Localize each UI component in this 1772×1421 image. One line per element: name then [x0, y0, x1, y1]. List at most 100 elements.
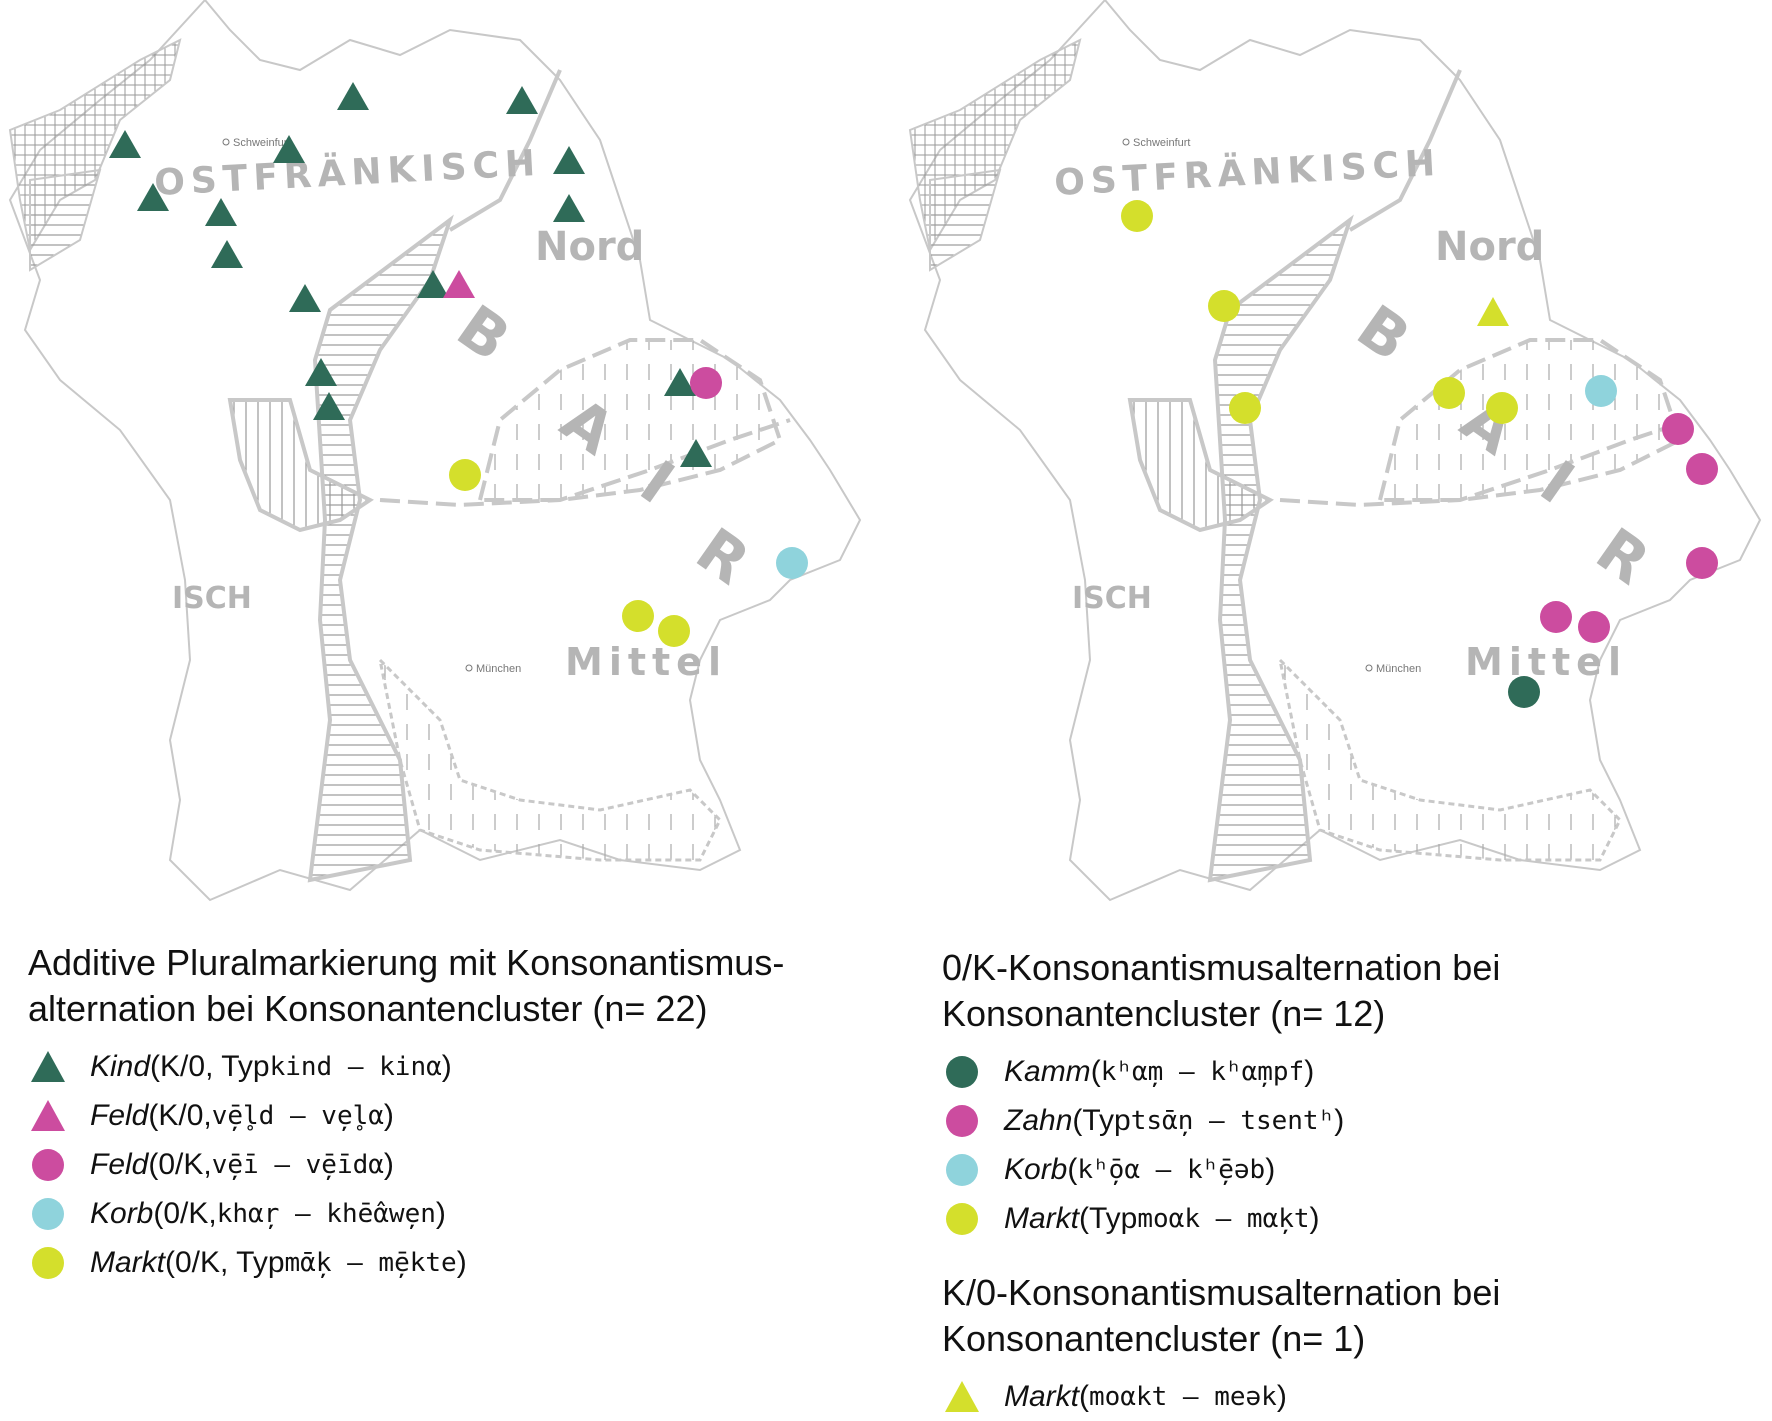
legend-note: ): [456, 1245, 467, 1279]
legend-note: ): [1334, 1103, 1345, 1137]
symbol-markt-circle: [1121, 200, 1153, 232]
label-nord: Nord: [535, 224, 644, 270]
horizontal-hatched-area-west: [929, 168, 1002, 272]
legend-note: (: [1090, 1054, 1101, 1088]
legend-left: Additive Pluralmarkierung mit Konsonanti…: [28, 940, 888, 1287]
legend-note: ): [383, 1098, 394, 1132]
legend-phonetic: kʰō̦α – kʰē̦əb: [1077, 1154, 1266, 1185]
symbol-markt-triangle: [1477, 297, 1509, 326]
legend-item: Feld (0/K, vē̦ī – vē̦īdα): [28, 1140, 888, 1189]
legend-circle-light-blue-icon: [946, 1153, 978, 1186]
legend-circle-dark-green-icon: [946, 1055, 978, 1088]
symbol-kind-triangle: [289, 284, 321, 312]
legend-right-secondary: K/0-Konsonantismusalternation bei Konson…: [942, 1270, 1762, 1421]
legend-word: Kind: [90, 1049, 151, 1083]
legend-triangle-yellow-icon: [945, 1380, 979, 1412]
legend-note: ): [1276, 1379, 1287, 1413]
dashed-border-east: [1279, 418, 1691, 508]
label-mittel: Mittel: [565, 640, 727, 684]
map-right-svg: OSTFRÄNKISCH Nord B A I R Mittel ISCH Sc…: [908, 0, 1762, 902]
label-schwaebisch-fragment: ISCH: [1072, 581, 1152, 616]
legend-circle-magenta-icon: [32, 1148, 64, 1181]
symbol-kind-triangle: [211, 240, 243, 268]
symbol-kind-triangle: [313, 392, 345, 420]
label-mittel: Mittel: [1465, 640, 1627, 684]
symbol-kind-triangle: [137, 183, 169, 211]
legend-word: Markt: [90, 1245, 165, 1279]
bavaria-outline: [908, 0, 1762, 902]
main-river-line: [1348, 69, 1462, 232]
city-marker-muenchen: [465, 664, 473, 672]
legend-note: (K/0, Typ: [150, 1049, 270, 1083]
legend-note: ): [435, 1196, 446, 1230]
legend-item: Markt (0/K, Typ mᾱ̦k – mē̦kte): [28, 1238, 888, 1287]
label-schwaebisch-fragment: ISCH: [172, 581, 252, 616]
symbol-kind-triangle: [417, 270, 449, 298]
legend-word: Zahn: [1004, 1103, 1073, 1137]
legend-phonetic: moαk – mα̦kt: [1137, 1203, 1310, 1234]
symbol-korb-circle: [776, 547, 808, 579]
legend-word: Korb: [90, 1196, 154, 1230]
legend-note: ): [1265, 1152, 1276, 1186]
vertical-hatched-area-west: [1127, 398, 1274, 533]
legend-right-secondary-title: K/0-Konsonantismusalternation bei Konson…: [942, 1272, 1501, 1359]
city-muenchen: München: [1376, 663, 1421, 675]
legend-item: Kind (K/0, Typ kind – kinα): [28, 1042, 888, 1091]
city-muenchen: München: [476, 663, 521, 675]
legend-right-title: 0/K-Konsonantismusalternation bei Konson…: [942, 947, 1501, 1034]
legend-phonetic: khα̦r – khē̂αwe̦n: [216, 1198, 436, 1229]
legend-right: 0/K-Konsonantismusalternation bei Konson…: [942, 945, 1762, 1243]
symbol-kamm-circle: [1508, 676, 1540, 708]
city-schweinfurt: Schweinfurt: [1133, 137, 1190, 149]
symbol-zahn-circle: [1686, 547, 1718, 579]
legend-note: (0/K,: [148, 1147, 212, 1181]
legend-item: Feld (K/0, vē̦l̥d – ve̦l̥α): [28, 1091, 888, 1140]
legend-phonetic: moαkt – meək: [1089, 1381, 1277, 1412]
symbol-feld-circle: [690, 367, 722, 399]
legend-note: (: [1079, 1379, 1089, 1413]
legend-note: ): [441, 1049, 452, 1083]
symbol-kind-triangle: [553, 146, 585, 174]
symbol-zahn-circle: [1662, 413, 1694, 445]
horizontal-hatched-area-west: [29, 168, 102, 272]
legend-note: (Typ: [1079, 1201, 1138, 1235]
dashed-border-east: [379, 418, 791, 508]
map-symbols-right: [1121, 200, 1718, 708]
legend-phonetic: vē̦l̥d – ve̦l̥α: [211, 1100, 384, 1131]
city-marker-muenchen: [1365, 664, 1373, 672]
city-schweinfurt: Schweinfurt: [233, 137, 290, 149]
label-nord: Nord: [1435, 224, 1544, 270]
symbol-zahn-circle: [1540, 601, 1572, 633]
symbol-korb-circle: [1585, 375, 1617, 407]
legend-phonetic: tsᾱ̦n – tsentʰ: [1130, 1105, 1335, 1136]
legend-item: Markt (Typ moαk – mα̦kt): [942, 1194, 1762, 1243]
legend-item: Korb (kʰō̦α – kʰē̦əb): [942, 1145, 1762, 1194]
symbol-kind-triangle: [680, 439, 712, 467]
legend-circle-yellow-icon: [32, 1246, 64, 1279]
vertical-hatched-southeast: [1277, 655, 1622, 862]
symbol-kind-triangle: [337, 82, 369, 110]
legend-item: Kamm (kʰα̦m – kʰα̦mpf): [942, 1047, 1762, 1096]
main-river-line: [448, 69, 562, 232]
legend-phonetic: kind – kinα: [269, 1051, 442, 1082]
symbol-kind-triangle: [109, 130, 141, 158]
legend-word: Markt: [1004, 1201, 1079, 1235]
symbol-kind-triangle: [506, 86, 538, 114]
legend-note: ): [1309, 1201, 1320, 1235]
symbol-markt-circle: [658, 615, 690, 647]
symbol-markt-circle: [1433, 377, 1465, 409]
legend-triangle-dark-green-icon: [31, 1050, 65, 1082]
legend-note: (0/K, Typ: [165, 1245, 285, 1279]
symbol-markt-circle: [622, 600, 654, 632]
vertical-hatched-area-west: [227, 398, 374, 533]
symbol-markt-circle: [449, 459, 481, 491]
legend-note: ): [383, 1147, 394, 1181]
map-left: OSTFRÄNKISCH Nord B A I R Mittel ISCH Sc…: [0, 0, 880, 910]
symbol-kind-triangle: [273, 135, 305, 163]
legend-phonetic: vē̦ī – vē̦īdα: [211, 1149, 384, 1180]
legend-phonetic: mᾱ̦k – mē̦kte: [284, 1247, 457, 1278]
vertical-hatched-southeast: [377, 655, 722, 862]
legend-circle-light-blue-icon: [32, 1197, 64, 1230]
legend-word: Markt: [1004, 1379, 1079, 1413]
legend-note: (K/0,: [148, 1098, 212, 1132]
